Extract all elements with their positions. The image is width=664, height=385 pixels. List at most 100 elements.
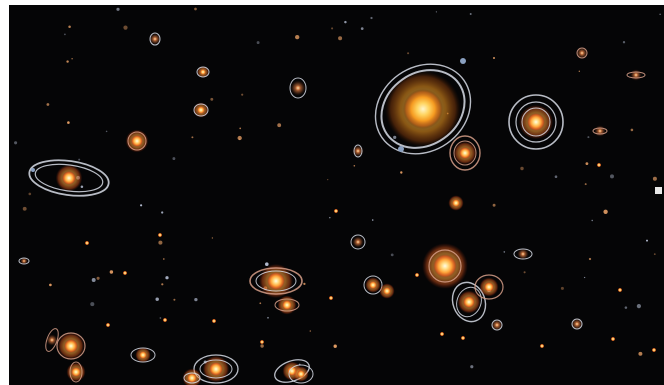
background-star (256, 41, 260, 45)
planet (460, 58, 466, 64)
background-star (194, 297, 198, 302)
orbit-ring (34, 163, 104, 193)
star (383, 287, 391, 295)
background-star (353, 165, 356, 167)
background-star (295, 34, 300, 40)
star (527, 113, 545, 131)
star (459, 147, 471, 159)
background-star (46, 103, 50, 106)
planetary-system (350, 234, 366, 250)
background-star (155, 297, 159, 301)
orbit-ring (127, 131, 147, 151)
planetary-system (249, 263, 303, 299)
background-star (560, 286, 564, 290)
orbital-systems-canvas (14, 7, 662, 385)
background-star (239, 127, 242, 130)
orbit-ring (274, 359, 310, 383)
planetary-system (274, 295, 300, 315)
planetary-system (451, 281, 491, 323)
star (64, 339, 78, 353)
star (197, 106, 205, 114)
star (369, 281, 377, 289)
small-star (651, 347, 657, 353)
background-star (331, 27, 334, 30)
background-star (327, 178, 329, 181)
star (282, 300, 292, 310)
planetary-system (571, 318, 583, 330)
small-star (328, 295, 334, 301)
planetary-system (352, 144, 364, 158)
orbit-ring (456, 286, 482, 318)
background-star (22, 206, 27, 211)
background-star (162, 258, 165, 260)
small-star (259, 339, 265, 345)
background-star (90, 302, 95, 307)
orbit-ring (521, 107, 551, 137)
planetary-system (193, 354, 239, 384)
small-star (122, 270, 128, 276)
planetary-system (130, 347, 156, 363)
background-star (585, 162, 589, 166)
background-star (105, 130, 108, 133)
planetary-system (474, 274, 504, 300)
orbit-ring (193, 103, 209, 117)
background-star (492, 203, 496, 207)
star (355, 148, 361, 154)
planetary-system (448, 195, 464, 211)
orbit-ring (571, 318, 583, 330)
background-star (344, 20, 347, 24)
planetary-system (491, 319, 503, 331)
star (633, 72, 639, 78)
background-star (371, 219, 374, 221)
star (433, 254, 457, 278)
background-dust (14, 7, 662, 369)
star (49, 337, 55, 343)
background-star (66, 60, 69, 63)
small-star (84, 240, 90, 246)
background-star (158, 240, 163, 245)
small-star (610, 336, 616, 342)
orbit-ring (353, 144, 363, 158)
background-star (172, 157, 176, 161)
background-star (71, 58, 73, 60)
planetary-system (374, 58, 472, 155)
planetary-system (18, 257, 30, 265)
background-star (277, 123, 282, 128)
planetary-system (289, 77, 307, 99)
star (200, 69, 206, 75)
star (520, 251, 526, 257)
planetary-system (379, 283, 395, 299)
background-star (260, 344, 264, 348)
background-star (578, 70, 580, 72)
star (452, 199, 460, 207)
background-star (659, 13, 661, 15)
orbit-ring (626, 71, 646, 79)
orbit-ring (56, 332, 86, 360)
background-star (259, 302, 262, 305)
orbit-ring (288, 364, 314, 384)
background-star (67, 121, 70, 124)
orbit-ring (28, 159, 110, 197)
background-star (191, 136, 194, 139)
orbit-ring (130, 347, 156, 363)
orbit-ring (508, 94, 564, 150)
background-star (360, 27, 364, 30)
star (294, 84, 302, 92)
orbit-ring (249, 267, 303, 295)
background-star (309, 330, 312, 332)
background-star (303, 282, 306, 286)
planetary-system (363, 275, 383, 295)
background-star (28, 192, 32, 196)
small-star (539, 343, 545, 349)
star (139, 351, 147, 359)
background-star (80, 185, 84, 189)
orbit-ring (196, 66, 210, 78)
background-star (492, 56, 496, 60)
background-star (610, 174, 614, 179)
orbit-ring (183, 372, 201, 384)
background-star (469, 13, 472, 15)
orbit-ring (289, 77, 307, 99)
orbit-ring (449, 135, 481, 171)
background-star (400, 171, 403, 174)
